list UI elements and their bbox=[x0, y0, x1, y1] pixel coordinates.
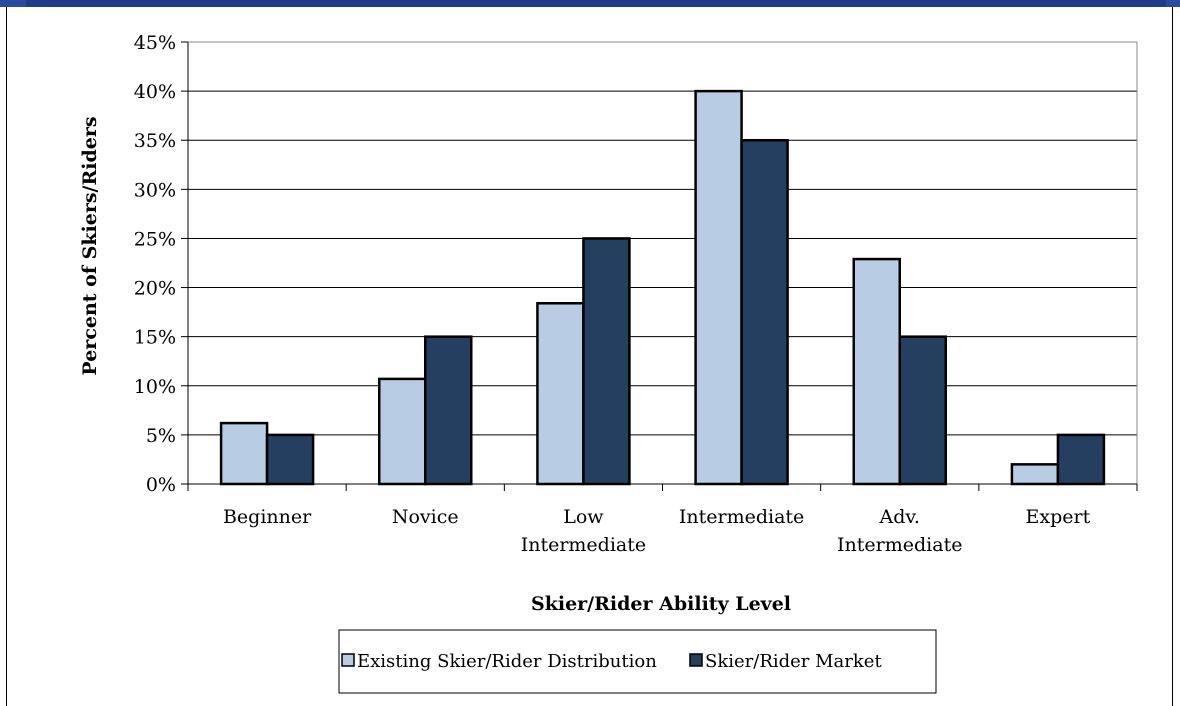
x-tick-label: Low bbox=[563, 506, 604, 528]
legend-swatch-market bbox=[689, 653, 703, 667]
x-tick-label: Beginner bbox=[223, 506, 312, 528]
bar-existing bbox=[219, 421, 269, 486]
legend: Existing Skier/Rider Distribution Skier/… bbox=[338, 629, 937, 694]
bar-group bbox=[219, 89, 1106, 486]
axes bbox=[181, 41, 1138, 491]
bar-market bbox=[740, 138, 789, 486]
slide-frame bbox=[6, 7, 1173, 706]
y-tick-label: 35% bbox=[134, 130, 176, 152]
bar-existing bbox=[852, 257, 901, 486]
x-tick-label: Intermediate bbox=[837, 534, 962, 556]
bar-market bbox=[265, 433, 315, 486]
top-banner-left-accent bbox=[0, 0, 26, 7]
y-tick-label: 25% bbox=[134, 228, 176, 250]
x-tick-label: Novice bbox=[392, 506, 459, 528]
bar-existing bbox=[1010, 463, 1060, 486]
x-tick-label: Intermediate bbox=[679, 506, 804, 528]
bar-existing bbox=[694, 89, 743, 486]
bar-market bbox=[898, 335, 947, 486]
top-banner-bar bbox=[0, 0, 1180, 7]
y-tick-label: 0% bbox=[146, 474, 176, 496]
legend-label-market: Skier/Rider Market bbox=[705, 651, 882, 672]
bar-existing bbox=[536, 302, 585, 486]
x-tick-label: Expert bbox=[1026, 506, 1091, 528]
x-tick-label: Adv. bbox=[879, 506, 920, 528]
y-tick-label: 40% bbox=[134, 81, 176, 103]
legend-box bbox=[338, 629, 937, 694]
y-tick-label: 45% bbox=[134, 32, 176, 54]
y-tick-label: 10% bbox=[134, 376, 176, 398]
legend-label-existing: Existing Skier/Rider Distribution bbox=[357, 651, 657, 672]
gridlines bbox=[188, 41, 1137, 436]
x-tick-labels: Beginner Novice Low Intermediate Intermediat… bbox=[223, 506, 1091, 556]
x-axis-title: Skier/Rider Ability Level bbox=[531, 593, 791, 615]
x-tick-label: Intermediate bbox=[521, 534, 646, 556]
bar-existing bbox=[378, 377, 427, 486]
top-banner-right-accent bbox=[1166, 0, 1180, 7]
y-tick-label: 15% bbox=[134, 327, 176, 349]
bar-market bbox=[582, 237, 631, 486]
bar-market bbox=[424, 335, 473, 486]
y-tick-label: 5% bbox=[146, 425, 176, 447]
y-axis-title: Percent of Skiers/Riders bbox=[79, 116, 101, 375]
y-tick-label: 20% bbox=[134, 278, 176, 300]
y-tick-label: 30% bbox=[134, 179, 176, 201]
y-tick-labels: 0% 5% 10% 15% 20% 25% 30% 35% 40% 45% bbox=[134, 32, 176, 496]
bar-market bbox=[1056, 433, 1106, 486]
legend-swatch-existing bbox=[341, 653, 355, 667]
